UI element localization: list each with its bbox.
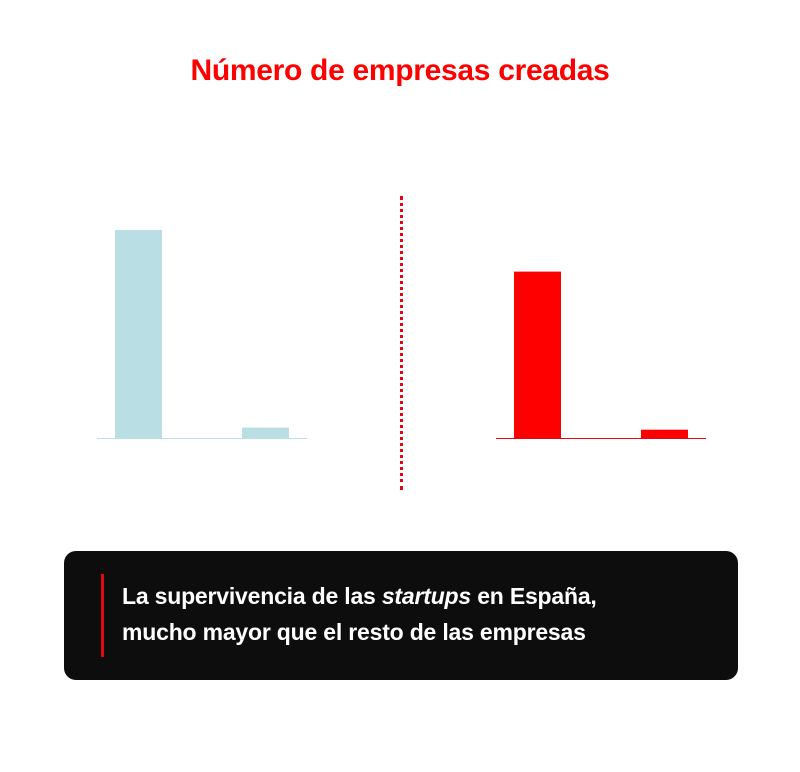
chart-panel-right [496,271,706,439]
bar-right-2 [641,429,688,438]
bar-left-2 [242,427,289,438]
caption-part1: La supervivencia de las [122,583,382,609]
bar-chart-panels [97,230,706,439]
panel-divider [400,196,403,490]
caption-box: La supervivencia de las startups en Espa… [64,551,738,680]
chart-title: Número de empresas creadas [190,54,610,87]
caption-part2: en España, [471,583,597,609]
caption-italic: startups [381,583,471,609]
bar-right-1 [514,271,561,438]
caption-accent-bar [101,574,104,657]
caption-text: La supervivencia de las startups en Espa… [122,578,722,650]
caption-line2: mucho mayor que el resto de las empresas [122,619,586,645]
bar-left-1 [115,230,162,438]
chart-panel-left [97,230,307,439]
